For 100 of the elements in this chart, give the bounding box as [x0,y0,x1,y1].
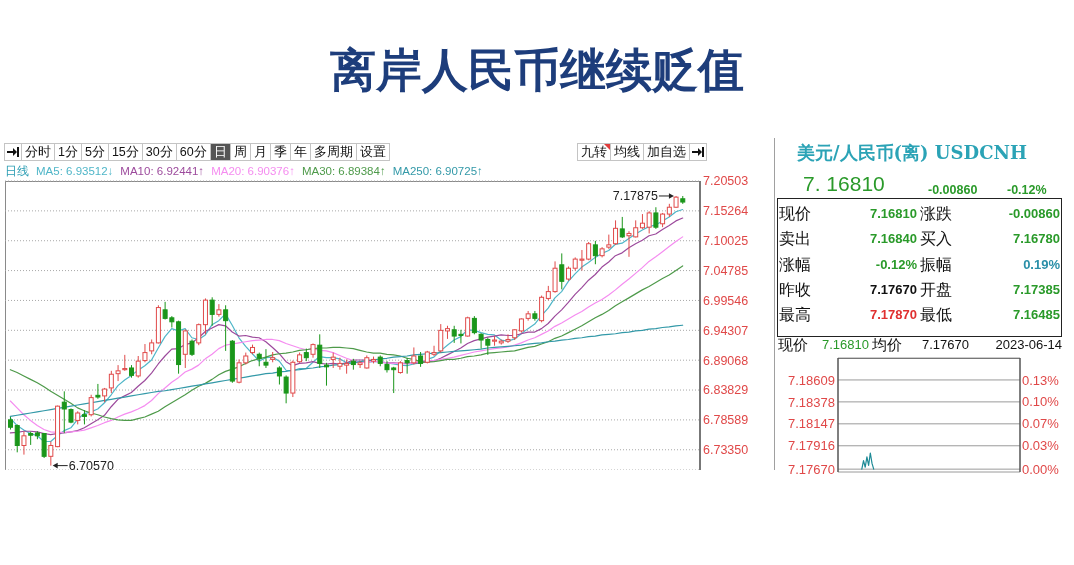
toolbar-button: 日 [209,143,231,161]
text: 7.16810 [822,337,869,352]
text: 昨收 [779,280,811,298]
candlestick [592,240,598,265]
annotation: 7.17875 [612,188,658,203]
candlestick [653,206,659,230]
toolbar-button: 多周期 [309,143,357,161]
text: 涨跌 [920,205,952,222]
y-tick-label: 7.17670 [788,461,835,477]
toolbar-button: 均线 [610,143,644,161]
y-tick-label: 7.15264 [703,204,749,219]
legend-title: 日线 [5,164,29,179]
text: 7.17385 [1013,281,1060,297]
text: 均价 [872,336,902,353]
candlestick [14,423,20,453]
toolbar-button: 九转 [577,143,611,161]
text: 7.17870 [870,307,917,323]
text: 买入 [920,230,952,248]
toolbar-button: 月 [249,143,271,161]
text: -0.12% [875,256,917,272]
text: 开盘 [920,280,952,298]
candlestick [646,210,652,234]
y-tick-label: 6.94307 [703,323,749,338]
candlestick [209,296,215,327]
candlestick [115,364,121,382]
candlestick [216,303,222,318]
text: MA20: 6.90376↑ [211,164,295,179]
candlestick [88,394,94,417]
text: 7.16810 [870,206,917,221]
candlestick [539,295,545,323]
text: MA30: 6.89384↑ [301,164,386,179]
text: -0.00860 [1008,206,1060,221]
y2-tick-label: 0.03% [1022,438,1060,454]
y-tick-label: 7.18147 [788,416,835,432]
candlestick [613,219,619,246]
candlestick [95,383,101,400]
candlestick [317,333,323,369]
text: 7. 16810 [803,172,885,195]
toolbar-button: 1分 [54,143,82,161]
candlestick [411,346,417,366]
y-tick-label: 7.20503 [703,174,749,189]
toolbar-button: 5分 [80,143,109,161]
toolbar-button: 加自选 [643,143,690,161]
text: 7.16840 [870,231,917,247]
text: 涨幅 [779,255,811,273]
y-tick-label: 7.10025 [703,234,749,249]
y-tick-label: 7.17916 [788,438,835,454]
text: 2023-06-14 [995,337,1062,352]
candlestick [559,252,565,290]
candlestick [263,348,269,369]
candlestick [48,441,54,467]
y-tick-label: 7.18378 [788,394,835,410]
text: MA250: 6.90725↑ [392,164,483,179]
text: -0.12% [1007,183,1047,197]
text: 7.17670 [922,337,969,352]
candlestick [323,362,329,387]
text: MA5: 6.93512↓ [36,164,114,179]
candlestick [21,430,27,456]
text: 7.16780 [1013,231,1060,247]
y-tick-label: 6.99546 [703,293,749,308]
y-tick-label: 6.89068 [703,353,749,368]
y2-tick-label: 0.13% [1022,372,1060,388]
candlestick [108,370,114,394]
toolbar-button: 分时 [21,143,55,161]
toolbar-button: 设置 [355,143,390,161]
text: 0.19% [1023,256,1060,272]
candlestick [404,357,410,375]
candlestick [182,328,188,369]
toolbar-button: 60分 [175,143,211,161]
text: 最高 [779,306,811,324]
text: MA10: 6.92441↑ [120,164,205,179]
text: 7.16485 [1013,307,1060,323]
text: 美元/人民币(离) USDCNH [797,142,1027,163]
candlestick [471,315,477,335]
toolbar-button: 15分 [107,143,143,161]
line-series [861,452,875,470]
y-tick-label: 6.73350 [703,443,749,458]
y2-tick-label: 0.00% [1022,461,1060,477]
candlestick [223,304,229,352]
toolbar-button: 年 [289,143,311,161]
text: 7.17670 [870,281,917,297]
toolbar-button: 季 [269,143,291,161]
toolbar-button: 30分 [141,143,177,161]
text: 现价 [778,336,808,353]
y-tick-label: 7.04785 [703,264,749,279]
y2-tick-label: 0.10% [1022,394,1060,410]
text: 振幅 [920,255,952,273]
y2-tick-label: 0.07% [1022,416,1060,432]
text: 现价 [779,205,811,222]
text: -0.00860 [928,183,978,197]
line-series [9,265,684,422]
annotation: 6.70570 [68,458,114,473]
text: 最低 [920,306,952,324]
line-series [9,324,684,418]
text: 卖出 [779,230,811,248]
candlestick [438,323,444,354]
chart-title: 离岸人民币继续贬值 [330,44,744,96]
y-tick-label: 7.18609 [788,372,835,388]
y-tick-label: 6.78589 [703,413,749,428]
toolbar-button: 周 [229,143,251,161]
